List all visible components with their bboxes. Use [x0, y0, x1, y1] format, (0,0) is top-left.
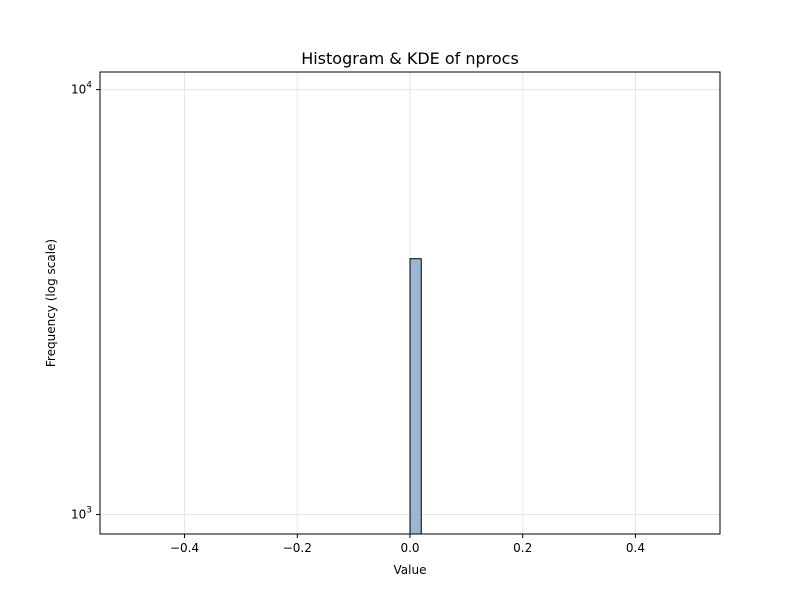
x-axis-ticks: −0.4 −0.2 0.0 0.2 0.4 [170, 534, 645, 555]
x-tick-label: 0.4 [626, 541, 645, 555]
histogram-bars [409, 258, 422, 535]
y-tick-label: 104 [71, 81, 92, 97]
chart-title: Histogram & KDE of nprocs [301, 49, 519, 68]
histogram-bar [409, 258, 422, 535]
y-tick-label: 103 [71, 506, 92, 522]
x-tick-label: −0.4 [170, 541, 199, 555]
x-tick-label: 0.2 [513, 541, 532, 555]
x-tick-label: −0.2 [283, 541, 312, 555]
x-tick-label: 0.0 [400, 541, 419, 555]
y-axis-title: Frequency (log scale) [44, 239, 58, 367]
x-axis-title: Value [394, 563, 427, 577]
y-axis-ticks: 103 104 [71, 81, 100, 522]
